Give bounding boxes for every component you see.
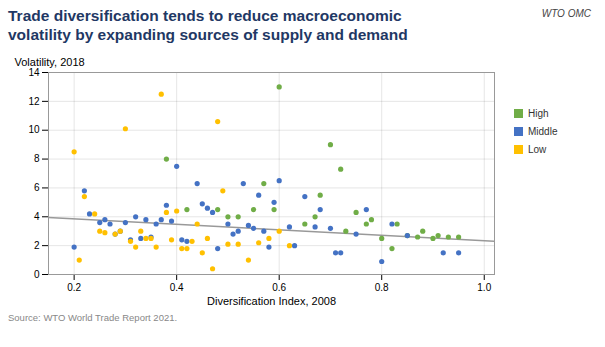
html-text:Middle: Middle — [528, 126, 558, 137]
svg-text:4: 4 — [34, 211, 40, 222]
html-text:WTO OMC: WTO OMC — [541, 8, 591, 19]
svg-text:12: 12 — [28, 96, 40, 107]
svg-text:0.6: 0.6 — [272, 282, 286, 293]
svg-text:0.4: 0.4 — [170, 282, 184, 293]
svg-text:1.0: 1.0 — [477, 282, 491, 293]
svg-text:2: 2 — [34, 240, 40, 251]
html-text:Trade diversification tends to: Trade diversification tends to reduce ma… — [8, 7, 408, 43]
svg-text:6: 6 — [34, 182, 40, 193]
svg-text:8: 8 — [34, 153, 40, 164]
html-text:Low: Low — [528, 144, 547, 155]
svg-text:10: 10 — [28, 124, 40, 135]
svg-text:Diversification Index, 2008: Diversification Index, 2008 — [207, 295, 336, 307]
html-text:High: High — [528, 108, 549, 119]
svg-text:14: 14 — [28, 67, 40, 78]
svg-text:0: 0 — [34, 269, 40, 280]
svg-text:0.8: 0.8 — [375, 282, 389, 293]
svg-text:0.2: 0.2 — [67, 282, 81, 293]
html-text:Source: WTO World Trade Report: Source: WTO World Trade Report 2021. — [8, 312, 178, 323]
svg-text:Volatility, 2018: Volatility, 2018 — [15, 56, 85, 68]
